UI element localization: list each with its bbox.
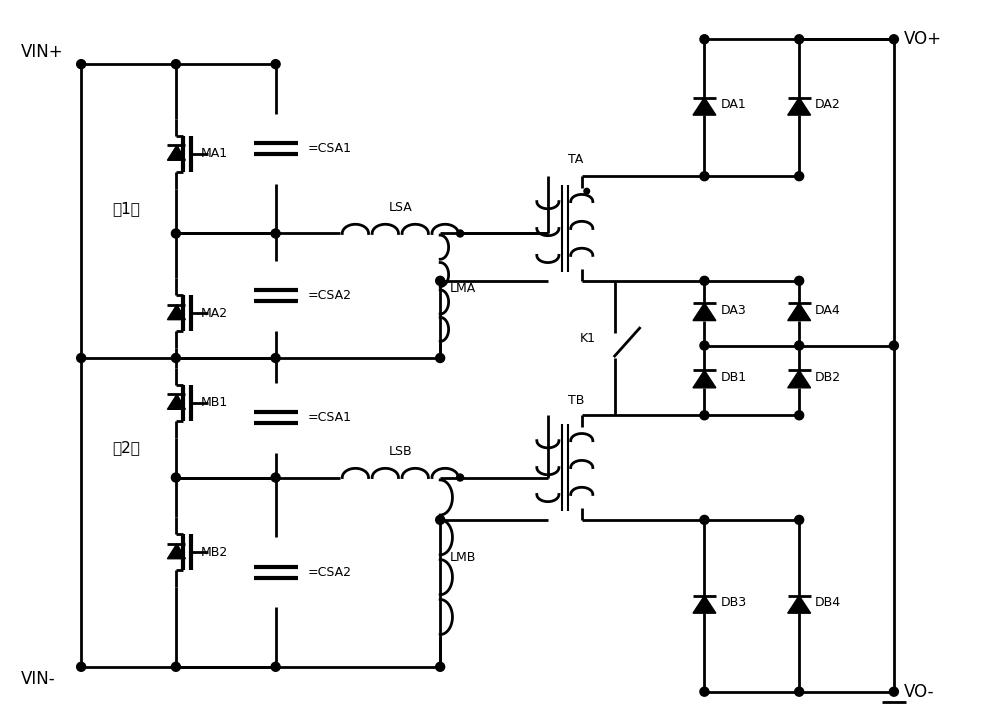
Text: TA: TA <box>568 153 583 167</box>
Text: DA2: DA2 <box>815 98 841 111</box>
Text: MA2: MA2 <box>201 307 228 320</box>
Polygon shape <box>167 544 185 559</box>
Circle shape <box>271 662 280 671</box>
Circle shape <box>436 662 445 671</box>
Text: DA4: DA4 <box>815 304 841 317</box>
Text: VO-: VO- <box>904 683 934 701</box>
Circle shape <box>436 516 445 524</box>
Polygon shape <box>167 145 185 160</box>
Circle shape <box>795 172 804 181</box>
Text: 第2组: 第2组 <box>112 440 140 455</box>
Circle shape <box>795 411 804 420</box>
Circle shape <box>889 34 898 44</box>
Circle shape <box>171 662 180 671</box>
Circle shape <box>700 34 709 44</box>
Text: K1: K1 <box>580 332 596 345</box>
Text: VO+: VO+ <box>904 30 942 48</box>
Text: DB1: DB1 <box>720 371 747 384</box>
Circle shape <box>457 230 464 237</box>
Circle shape <box>795 687 804 696</box>
Circle shape <box>271 353 280 363</box>
Text: LMA: LMA <box>450 281 476 295</box>
Text: VIN+: VIN+ <box>21 43 64 61</box>
Polygon shape <box>167 394 185 409</box>
Circle shape <box>271 473 280 482</box>
Text: LMB: LMB <box>450 551 477 564</box>
Polygon shape <box>693 596 716 613</box>
Text: =CSA1: =CSA1 <box>308 411 352 424</box>
Circle shape <box>700 341 709 350</box>
Text: MB1: MB1 <box>201 396 228 409</box>
Text: TB: TB <box>568 394 584 407</box>
Circle shape <box>795 341 804 350</box>
Circle shape <box>171 229 180 238</box>
Polygon shape <box>693 98 716 115</box>
Polygon shape <box>788 303 811 320</box>
Text: 第1组: 第1组 <box>112 201 140 216</box>
Circle shape <box>889 687 898 696</box>
Circle shape <box>271 229 280 238</box>
Text: VIN-: VIN- <box>21 670 56 688</box>
Text: =CSA2: =CSA2 <box>308 566 352 579</box>
Circle shape <box>271 60 280 69</box>
Circle shape <box>700 516 709 524</box>
Polygon shape <box>693 303 716 320</box>
Polygon shape <box>693 370 716 388</box>
Text: DB3: DB3 <box>720 597 747 610</box>
Circle shape <box>700 172 709 181</box>
Text: LSA: LSA <box>388 200 412 213</box>
Text: DB2: DB2 <box>815 371 841 384</box>
Circle shape <box>171 473 180 482</box>
Circle shape <box>77 60 86 69</box>
Text: =CSA1: =CSA1 <box>308 142 352 155</box>
Circle shape <box>700 411 709 420</box>
Circle shape <box>436 353 445 363</box>
Text: MA1: MA1 <box>201 147 228 160</box>
Circle shape <box>77 662 86 671</box>
Circle shape <box>457 474 464 481</box>
Circle shape <box>795 276 804 285</box>
Circle shape <box>795 516 804 524</box>
Circle shape <box>700 276 709 285</box>
Circle shape <box>171 60 180 69</box>
Circle shape <box>700 687 709 696</box>
Text: DB4: DB4 <box>815 597 841 610</box>
Polygon shape <box>167 304 185 320</box>
Circle shape <box>795 34 804 44</box>
Polygon shape <box>788 370 811 388</box>
Circle shape <box>436 276 445 285</box>
Text: DA1: DA1 <box>720 98 746 111</box>
Polygon shape <box>788 98 811 115</box>
Circle shape <box>889 341 898 350</box>
Polygon shape <box>788 596 811 613</box>
Text: DA3: DA3 <box>720 304 746 317</box>
Text: MB2: MB2 <box>201 546 228 559</box>
Text: =CSA2: =CSA2 <box>308 289 352 302</box>
Text: LSB: LSB <box>388 444 412 457</box>
Circle shape <box>171 353 180 363</box>
Circle shape <box>77 353 86 363</box>
Circle shape <box>584 188 590 194</box>
